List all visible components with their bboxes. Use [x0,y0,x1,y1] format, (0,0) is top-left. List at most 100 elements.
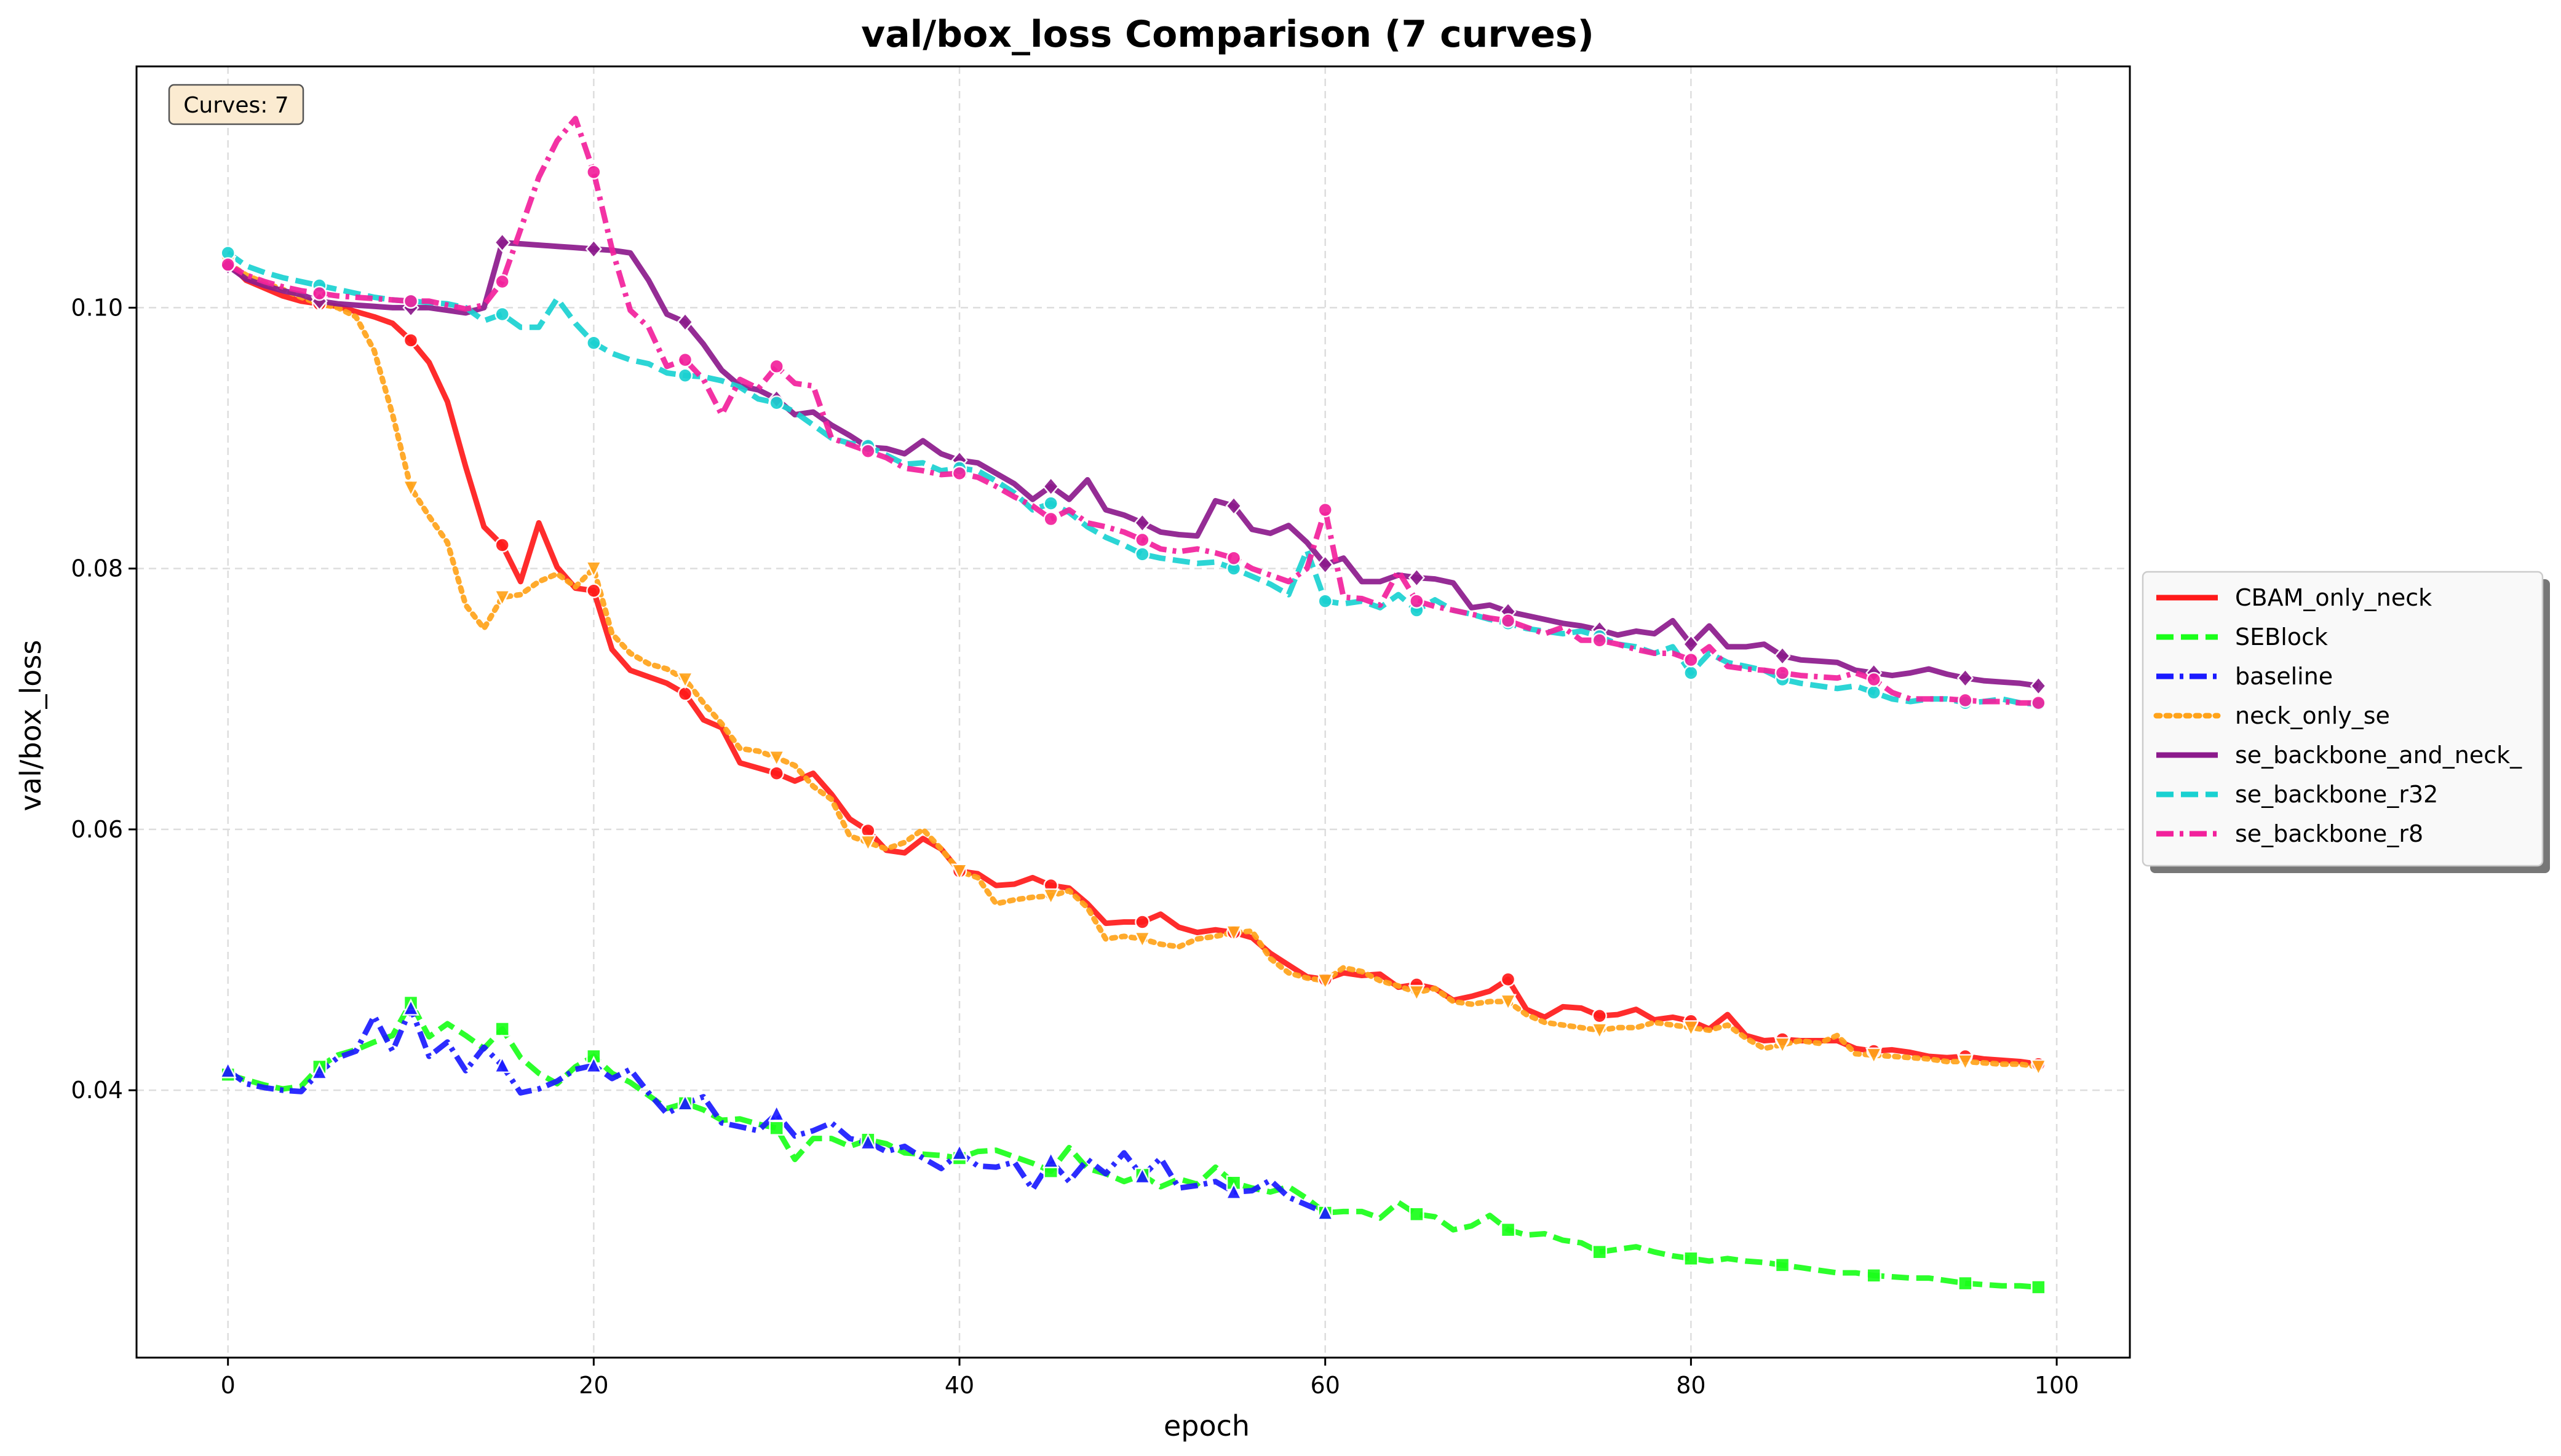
data-point [676,671,694,689]
data-point [676,1093,694,1111]
series-line-se_backbone_and_neck_ [226,239,2039,689]
data-point [220,257,236,272]
data-point [1592,633,1607,648]
y-tick-label: 0.08 [71,555,123,582]
data-point [494,537,510,553]
series-line-se_backbone_r32 [226,250,2039,707]
data-point [1956,1054,1974,1072]
x-tick-label: 0 [221,1372,236,1399]
data-point [586,335,602,350]
data-point [586,164,602,180]
data-point [1135,532,1150,548]
series-line-SEBlock [227,1000,2039,1290]
x-tick-label: 40 [945,1372,974,1399]
legend-label: CBAM_only_neck [2235,584,2432,611]
data-point [2031,695,2046,711]
data-point [219,1061,237,1078]
data-point [1042,477,1060,496]
data-point [494,306,510,322]
data-point [951,1143,969,1161]
data-point [1865,1047,1883,1065]
data-point [859,1133,877,1150]
data-point [585,561,603,579]
curves-count-badge-box [168,84,304,125]
x-axis-title: epoch [1164,1409,1250,1442]
grid-lines [137,66,2130,1358]
data-point [312,285,327,301]
data-point [1225,925,1243,943]
data-point [1043,496,1058,511]
x-tick-label: 100 [2035,1372,2079,1399]
data-point [1042,1150,1060,1168]
data-point [2030,1059,2047,1077]
data-point [403,333,419,348]
series-line-CBAM_only_neck [226,260,2039,1067]
curves-count-badge: Curves: 7 [168,84,304,125]
data-point [1134,931,1151,949]
series-line-neck_only_se [225,260,2041,1070]
data-point [1316,1203,1334,1221]
data-point [1774,646,1791,666]
data-point [1956,668,1974,688]
data-point [1774,1257,1790,1273]
data-point [1866,1268,1881,1283]
data-point [1774,1037,1792,1054]
curves-count-label: Curves: 7 [183,93,288,118]
plot-area-frame [135,65,2131,1359]
data-point [677,352,693,368]
y-axis-title: val/box_loss [14,640,47,812]
y-tick-label: 0.10 [71,294,123,321]
data-point [493,590,511,607]
data-point [1317,502,1333,518]
legend-label: se_backbone_r8 [2235,820,2423,847]
legend-label: se_backbone_r32 [2235,781,2438,808]
legend-label: SEBlock [2235,623,2328,651]
data-point [1043,511,1058,527]
data-point [677,312,694,332]
data-point [1135,547,1150,562]
data-point [768,1104,785,1122]
data-point [1317,593,1333,609]
chart-title: val/box_loss Comparison (7 curves) [861,13,1594,56]
data-point [2031,1280,2046,1295]
data-point [1683,652,1699,668]
data-point [1683,1251,1699,1267]
data-point [1682,1020,1700,1038]
data-point [586,583,602,598]
legend-label: baseline [2235,663,2333,690]
y-tick-label: 0.06 [71,816,123,843]
data-point [1225,496,1242,516]
data-point [1866,671,1881,687]
legend-label: neck_only_se [2235,702,2390,729]
data-point [1409,1206,1424,1222]
data-point [493,1056,511,1074]
data-point [585,1056,603,1074]
data-point [1408,984,1426,1002]
data-point [403,293,419,309]
data-point [769,395,784,411]
data-point [494,232,511,253]
x-axis-ticks: 0 20 40 60 80 100 [221,1358,2079,1399]
legend: CBAM_only_neck SEBlock baseline neck_only_s… [2142,571,2550,873]
data-point [585,239,602,259]
x-tick-label: 80 [1676,1372,1705,1399]
series-markers [219,164,2047,1295]
data-point [1134,513,1151,533]
data-point [1409,593,1424,609]
data-point [951,863,969,881]
y-tick-label: 0.04 [71,1077,123,1104]
data-point [402,998,420,1016]
data-point [859,834,877,852]
series-line-se_backbone_r8 [226,116,2039,706]
data-point [494,274,510,290]
data-point [2030,676,2047,696]
data-point [494,1021,510,1037]
data-point [1499,994,1517,1011]
data-point [1134,1166,1151,1184]
data-point [1683,665,1699,681]
data-point [1225,1182,1243,1200]
data-point [1408,568,1426,588]
data-point [1316,973,1334,991]
y-axis-ticks: 0.04 0.06 0.08 0.10 [71,294,137,1104]
